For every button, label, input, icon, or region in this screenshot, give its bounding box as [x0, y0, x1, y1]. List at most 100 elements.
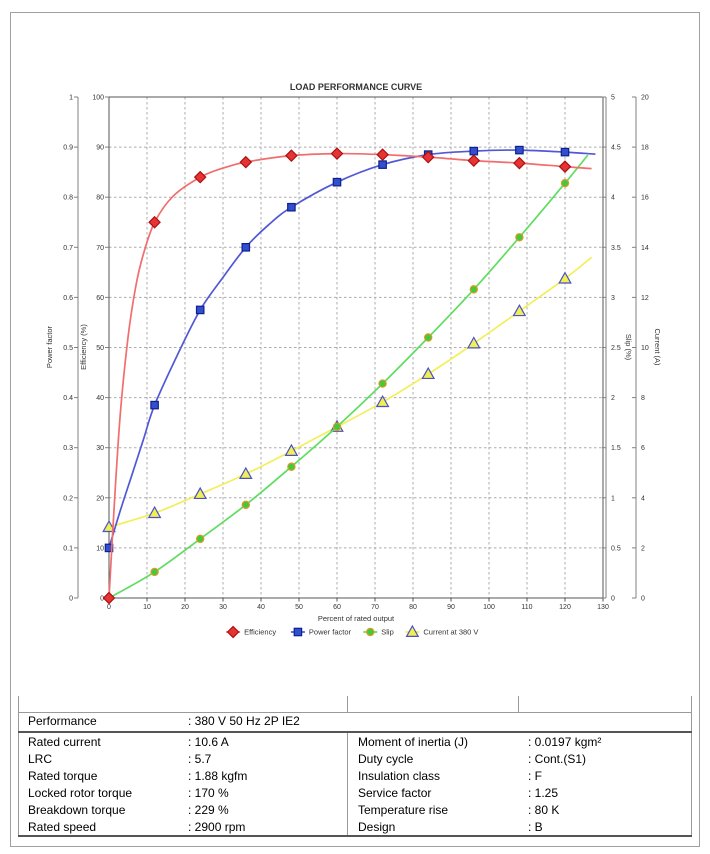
- chart-legend: Efficiency Power factor Slip Current at 380…: [226, 624, 478, 639]
- spec-label: Locked rotor torque: [28, 786, 133, 800]
- pf-tick-label: 0.6: [63, 295, 73, 302]
- spec-row: Rated torque: 1.88 kgfm: [18, 769, 347, 786]
- cur-tick-label: 0: [641, 596, 645, 603]
- eff-tick-label: 80: [96, 195, 104, 202]
- slip-marker: [469, 285, 478, 294]
- spec-left-column: Rated current: 10.6 A LRC: 5.7 Rated torqu…: [18, 735, 347, 836]
- x-tick-label: 90: [447, 604, 455, 611]
- spec-value: : 0.0197 kgm²: [528, 735, 602, 749]
- current-at-380-v-marker: [284, 443, 299, 456]
- pf-tick-label: 0.2: [63, 495, 73, 502]
- efficiency-marker: [226, 625, 240, 639]
- slip-marker: [515, 233, 524, 242]
- spec-row: Duty cycle: Cont.(S1): [347, 752, 691, 769]
- current-at-380-v-marker: [421, 366, 436, 380]
- current-at-380-v-marker: [375, 394, 390, 408]
- slip-tick-label: 3.5: [611, 245, 621, 252]
- eff-tick-label: 10: [96, 545, 104, 552]
- efficiency-marker: [467, 154, 481, 167]
- eff-tick-label: 30: [96, 445, 104, 452]
- slip-curve: [108, 154, 589, 599]
- power-factor-marker: [332, 177, 342, 187]
- power-factor-marker: [293, 627, 303, 637]
- spec-label: LRC: [28, 752, 53, 766]
- power-factor-marker: [195, 305, 205, 315]
- slip-tick-label: 2.5: [611, 345, 621, 352]
- chart-title: LOAD PERFORMANCE CURVE: [290, 82, 422, 92]
- slip-marker: [378, 379, 387, 388]
- eff-tick-label: 20: [96, 495, 104, 502]
- slip-marker: [424, 333, 433, 342]
- current-at-380-v-marker: [466, 336, 481, 349]
- pf-tick-label: 0.3: [63, 445, 73, 452]
- pf-tick-label: 0.1: [63, 545, 73, 552]
- spec-label: Rated torque: [28, 769, 98, 783]
- spec-value: : F: [528, 769, 542, 783]
- cur-tick-label: 12: [641, 295, 649, 302]
- spec-row: Moment of inertia (J): 0.0197 kgm²: [347, 735, 691, 752]
- efficiency-marker: [330, 147, 344, 160]
- efficiency-marker: [421, 150, 435, 164]
- spec-label: Temperature rise: [358, 803, 449, 817]
- efficiency-marker: [376, 148, 389, 161]
- cur-tick-label: 8: [641, 395, 645, 402]
- slip-tick-label: 1: [611, 495, 615, 502]
- power-factor-marker: [469, 146, 479, 156]
- spec-value: : 80 K: [528, 803, 560, 817]
- x-tick-label: 110: [521, 604, 532, 611]
- current-at-380-v-marker: [193, 486, 208, 500]
- slip-tick-label: 4: [611, 195, 615, 202]
- spec-label: Design: [358, 820, 396, 834]
- current-at-380-v-marker: [405, 624, 420, 638]
- performance-label: Performance: [28, 714, 97, 728]
- x-tick-label: 130: [597, 604, 609, 611]
- cur-tick-label: 6: [641, 445, 645, 452]
- current-at-380-v-marker: [512, 303, 527, 317]
- spec-row: Temperature rise : 80 K: [347, 803, 691, 820]
- efficiency-marker: [239, 155, 253, 169]
- pf-tick-label: 0.9: [63, 145, 73, 152]
- cur-tick-label: 2: [641, 545, 645, 552]
- spec-row: LRC: 5.7: [18, 752, 347, 769]
- x-tick-label: 50: [295, 604, 303, 611]
- power-factor-marker: [287, 202, 296, 212]
- efficiency-marker: [285, 149, 298, 162]
- x-tick-label: 60: [333, 604, 341, 611]
- table-divider-top-right: [518, 696, 519, 712]
- power-factor-marker: [104, 543, 114, 553]
- spec-label: Insulation class: [358, 769, 441, 783]
- legend-item-power-factor: Power factor: [290, 627, 352, 637]
- eff-tick-label: 90: [96, 145, 104, 152]
- table-divider-mid: [347, 733, 348, 836]
- pf-tick-label: 1: [69, 95, 73, 102]
- slip-marker: [241, 500, 250, 510]
- power-factor-marker: [378, 160, 387, 169]
- legend-label: Power factor: [309, 628, 352, 637]
- load-performance-chart: LOAD PERFORMANCE CURVE 0 0.1 0.2 0.3 0.4 0.5 0…: [45, 82, 662, 639]
- performance-row: Performance : 380 V 50 Hz 2P IE2: [18, 713, 692, 731]
- spec-value: : 1.25: [528, 786, 559, 800]
- spec-label: Duty cycle: [358, 752, 414, 766]
- legend-item-current-at-380-v: Current at 380 V: [405, 624, 478, 638]
- slip-tick-label: 3: [611, 295, 615, 302]
- spec-row: Design: B: [347, 820, 691, 837]
- x-tick-label: 80: [409, 604, 417, 611]
- slip-tick-label: 0.5: [611, 545, 621, 552]
- spec-label: Breakdown torque: [28, 803, 126, 817]
- table-border-right: [691, 696, 692, 837]
- x-tick-label: 20: [181, 604, 189, 611]
- current-axis-title: Current (A): [653, 328, 662, 366]
- slip-marker: [150, 567, 159, 577]
- table-rule-header: [18, 731, 692, 733]
- power-factor-curve: [108, 149, 596, 549]
- cur-tick-label: 18: [641, 145, 649, 152]
- spec-label: Service factor: [358, 786, 432, 800]
- x-tick-label: 100: [483, 604, 495, 611]
- pf-axis-title: Power factor: [45, 325, 54, 368]
- pf-tick-label: 0.8: [63, 195, 73, 202]
- efficiency-marker: [558, 160, 572, 173]
- eff-tick-label: 60: [96, 295, 104, 302]
- x-axis-title: Percent of rated output: [318, 614, 395, 623]
- power-factor-marker: [241, 243, 251, 252]
- efficiency-marker: [513, 156, 526, 170]
